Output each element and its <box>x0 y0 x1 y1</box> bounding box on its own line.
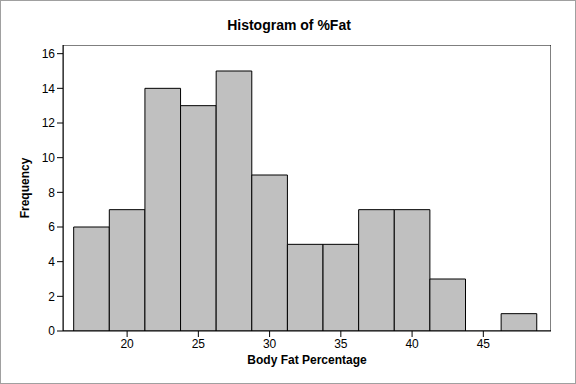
svg-text:14: 14 <box>42 82 56 96</box>
svg-text:45: 45 <box>477 337 491 351</box>
svg-text:10: 10 <box>42 151 56 165</box>
svg-text:40: 40 <box>405 337 419 351</box>
svg-text:12: 12 <box>42 116 56 130</box>
svg-text:2: 2 <box>48 290 55 304</box>
html-text:Body Fat Percentage: Body Fat Percentage <box>247 353 367 367</box>
svg-text:16: 16 <box>42 47 56 61</box>
svg-text:20: 20 <box>120 337 134 351</box>
svg-text:30: 30 <box>263 337 277 351</box>
html-text:Frequency: Frequency <box>18 157 32 219</box>
svg-text:0: 0 <box>48 324 55 338</box>
html-text:Histogram of %Fat: Histogram of %Fat <box>227 17 351 33</box>
svg-text:25: 25 <box>192 337 206 351</box>
svg-text:35: 35 <box>334 337 348 351</box>
svg-text:8: 8 <box>48 186 55 200</box>
svg-text:6: 6 <box>48 220 55 234</box>
svg-text:4: 4 <box>48 255 55 269</box>
